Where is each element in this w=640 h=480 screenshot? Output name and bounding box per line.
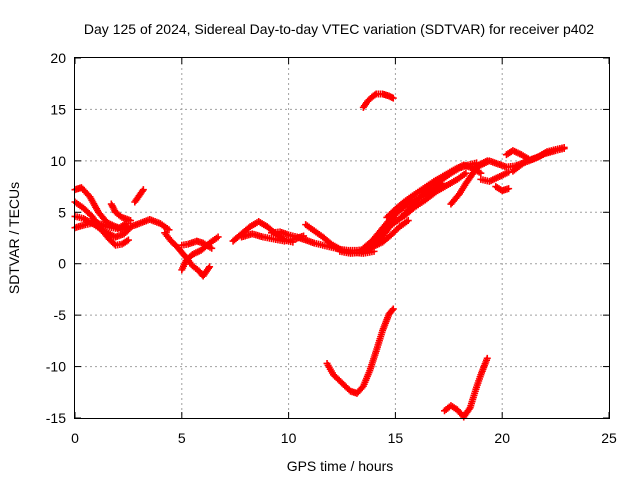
data-point [462, 169, 470, 177]
grid-lines [75, 58, 609, 418]
data-point [214, 233, 222, 241]
x-tick-label: 15 [388, 430, 404, 446]
chart-title: Day 125 of 2024, Sidereal Day-to-day VTE… [84, 21, 594, 37]
y-tick-label: -15 [46, 410, 66, 426]
data-point [388, 306, 396, 314]
data-point [123, 227, 131, 235]
data-point [505, 185, 513, 193]
data-point [389, 94, 397, 102]
data-point [483, 354, 491, 362]
x-tick-label: 20 [494, 430, 510, 446]
data-point [122, 220, 130, 228]
data-point [389, 305, 397, 313]
data-point [505, 168, 513, 176]
y-axis-label: SDTVAR / TECUs [6, 182, 22, 294]
data-point [371, 91, 379, 99]
x-tick-label: 25 [601, 430, 617, 446]
plot-frame [74, 57, 610, 419]
y-tick-label: 10 [50, 153, 66, 169]
y-tick-labels: -15 -10 -5 0 5 10 15 20 [46, 50, 66, 426]
data-point [165, 226, 173, 234]
x-tick-label: 0 [71, 430, 79, 446]
data-point [477, 169, 485, 177]
y-tick-label: -10 [46, 359, 66, 375]
x-tick-label: 5 [178, 430, 186, 446]
y-tick-label: 20 [50, 50, 66, 66]
y-tick-label: 0 [58, 256, 66, 272]
data-point [206, 263, 214, 271]
data-point [370, 247, 378, 255]
data-point [139, 186, 147, 194]
axis-ticks [74, 57, 610, 419]
data-point [127, 217, 135, 225]
data-point [124, 236, 132, 244]
data-points [71, 90, 568, 421]
y-tick-label: 5 [58, 204, 66, 220]
y-tick-label: -5 [54, 307, 67, 323]
x-tick-labels: 0 5 10 15 20 25 [71, 430, 617, 446]
data-point [560, 145, 568, 153]
y-tick-label: 15 [50, 101, 66, 117]
x-tick-label: 10 [281, 430, 297, 446]
x-axis-label: GPS time / hours [287, 458, 394, 474]
data-point [208, 244, 216, 252]
data-point [404, 217, 412, 225]
